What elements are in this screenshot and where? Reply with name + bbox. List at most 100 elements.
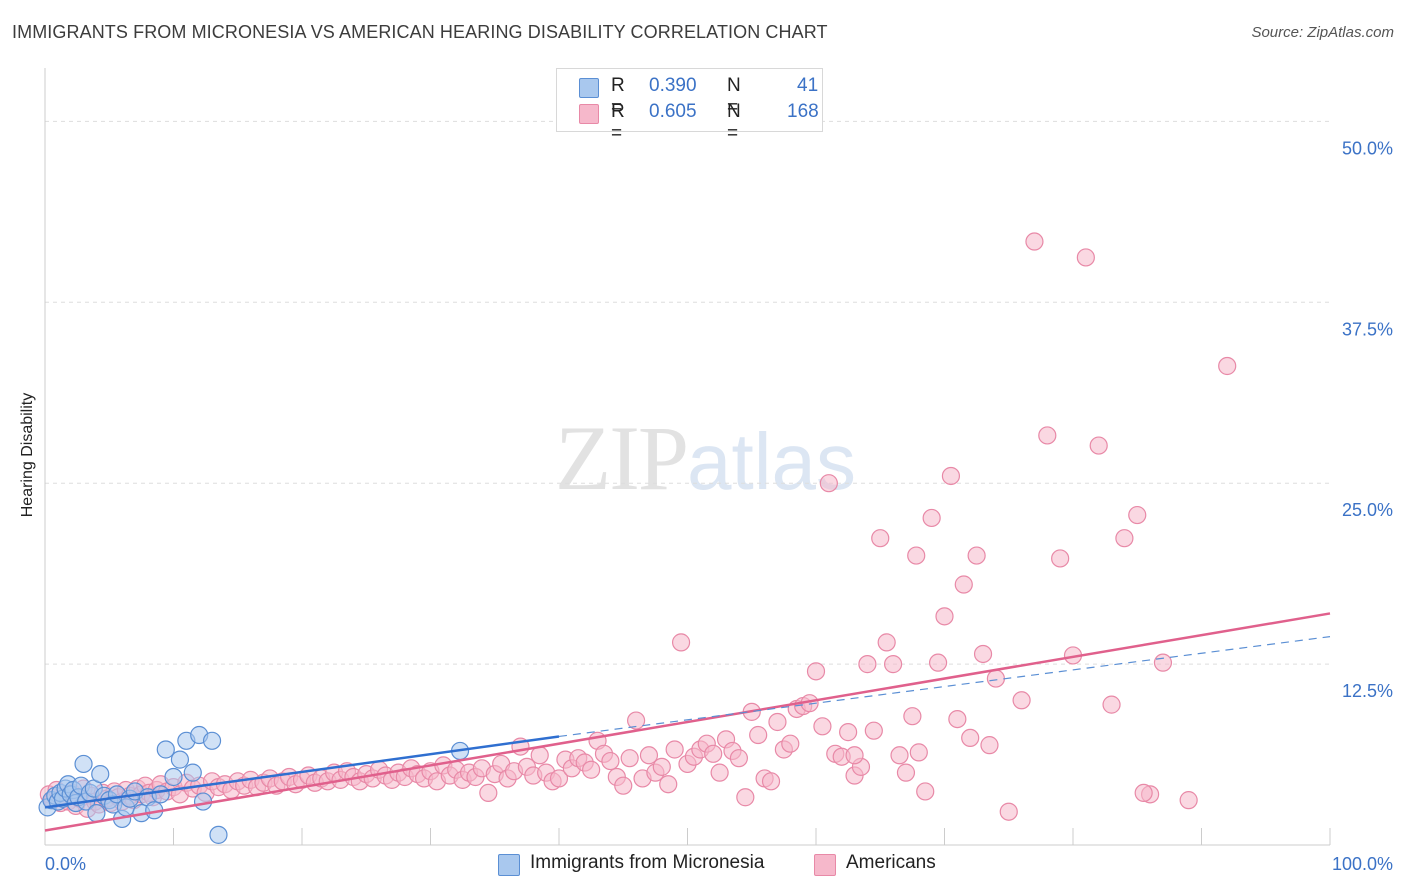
x-tick-label-max: 100.0% <box>1332 854 1393 874</box>
micronesia-point <box>202 731 222 750</box>
americans-point <box>582 760 601 779</box>
americans-point <box>916 782 935 801</box>
americans-point <box>922 508 941 528</box>
tick-label-layer: 12.5% 25.0% 37.5% 50.0% 0.0% 100.0% <box>45 138 1393 874</box>
y-tick-label: 25.0% <box>1342 500 1393 520</box>
americans-point <box>928 653 948 672</box>
americans-point <box>909 743 928 762</box>
americans-point <box>941 466 961 486</box>
americans-point <box>1076 248 1095 267</box>
americans-point <box>749 725 768 745</box>
trend-layer <box>44 612 1331 832</box>
americans-point <box>954 575 973 594</box>
americans-point <box>806 662 826 681</box>
legend-n-label: N = <box>727 75 741 118</box>
legend-n-value: 41 <box>797 75 819 96</box>
watermark-zip: ZIP <box>555 407 689 509</box>
chart-source: Source: ZipAtlas.com <box>1251 24 1394 41</box>
legend-r-label: R = <box>611 101 625 144</box>
americans-point <box>1218 356 1237 376</box>
americans-point <box>659 775 678 794</box>
micronesia-trend-line <box>44 735 560 809</box>
americans-point <box>1038 426 1057 445</box>
americans-point <box>948 709 967 729</box>
americans-point <box>761 772 781 791</box>
americans-point <box>890 746 909 765</box>
legend-swatch-micronesia <box>579 78 599 98</box>
micronesia-point <box>74 754 93 774</box>
micronesia-point <box>91 764 110 784</box>
americans-point <box>819 474 838 493</box>
americans-point <box>479 783 498 803</box>
americans-point <box>639 746 659 765</box>
americans-point <box>935 607 954 626</box>
legend: R = 0.390 N = 41 R = 0.605 N = 168 <box>556 68 823 144</box>
americans-point <box>671 633 691 652</box>
watermark: ZIPatlas <box>555 405 856 511</box>
y-tick-label: 50.0% <box>1342 138 1393 158</box>
americans-trend-line <box>44 612 1331 832</box>
legend-r-value: 0.605 <box>649 101 697 122</box>
micronesia-point <box>87 804 106 823</box>
bottom-legend-swatch-americans <box>814 854 836 876</box>
y-tick-label: 12.5% <box>1342 681 1393 701</box>
micronesia-point <box>164 767 183 787</box>
micronesia-trend-extension <box>558 636 1331 738</box>
micronesia-point <box>151 785 170 804</box>
americans-point <box>781 734 800 753</box>
bottom-legend-label-americans: Americans <box>846 852 936 873</box>
micronesia-point <box>156 740 175 759</box>
americans-point <box>871 529 890 548</box>
americans-point <box>839 723 858 742</box>
americans-point <box>1089 436 1108 455</box>
americans-point <box>896 763 916 782</box>
x-tick-label-min: 0.0% <box>45 854 86 874</box>
americans-points <box>39 232 1237 821</box>
americans-point <box>1153 653 1173 672</box>
axis-layer <box>44 68 1331 846</box>
americans-point <box>1051 549 1070 568</box>
americans-point <box>652 757 671 776</box>
americans-point <box>704 744 723 763</box>
americans-point <box>1128 505 1147 525</box>
americans-point <box>967 546 986 565</box>
legend-n-label: N = <box>727 101 741 144</box>
americans-point <box>864 721 883 740</box>
americans-point <box>1179 791 1198 810</box>
americans-point <box>980 736 999 755</box>
americans-point <box>883 655 903 674</box>
americans-point <box>973 644 993 664</box>
americans-point <box>961 728 980 748</box>
americans-point <box>877 633 896 652</box>
bottom-legend-label-micronesia: Immigrants from Micronesia <box>530 852 765 873</box>
americans-point <box>549 769 569 788</box>
legend-r-label: R = <box>611 75 625 118</box>
micronesia-point <box>183 763 202 782</box>
americans-point <box>813 717 832 736</box>
americans-point <box>614 776 633 795</box>
americans-point <box>665 740 684 759</box>
americans-point <box>999 802 1018 821</box>
y-tick-label: 37.5% <box>1342 319 1393 339</box>
americans-point <box>1025 232 1044 251</box>
legend-r-value: 0.390 <box>649 75 697 96</box>
americans-point <box>601 751 620 771</box>
americans-point <box>768 712 787 732</box>
americans-point <box>530 746 549 765</box>
americans-point <box>626 711 646 730</box>
americans-point <box>986 669 1006 688</box>
americans-point <box>1102 695 1121 714</box>
bottom-legend-swatch-micronesia <box>498 854 520 876</box>
americans-point <box>907 546 926 565</box>
grid-layer <box>45 120 1330 665</box>
americans-point <box>858 655 877 674</box>
micronesia-point <box>170 750 190 769</box>
americans-point <box>620 749 639 768</box>
americans-point <box>729 749 749 768</box>
y-axis-label: Hearing Disability <box>19 392 36 518</box>
americans-point <box>710 763 729 782</box>
americans-point <box>903 707 922 726</box>
americans-point <box>845 746 864 765</box>
chart-title: IMMIGRANTS FROM MICRONESIA VS AMERICAN H… <box>12 22 828 42</box>
